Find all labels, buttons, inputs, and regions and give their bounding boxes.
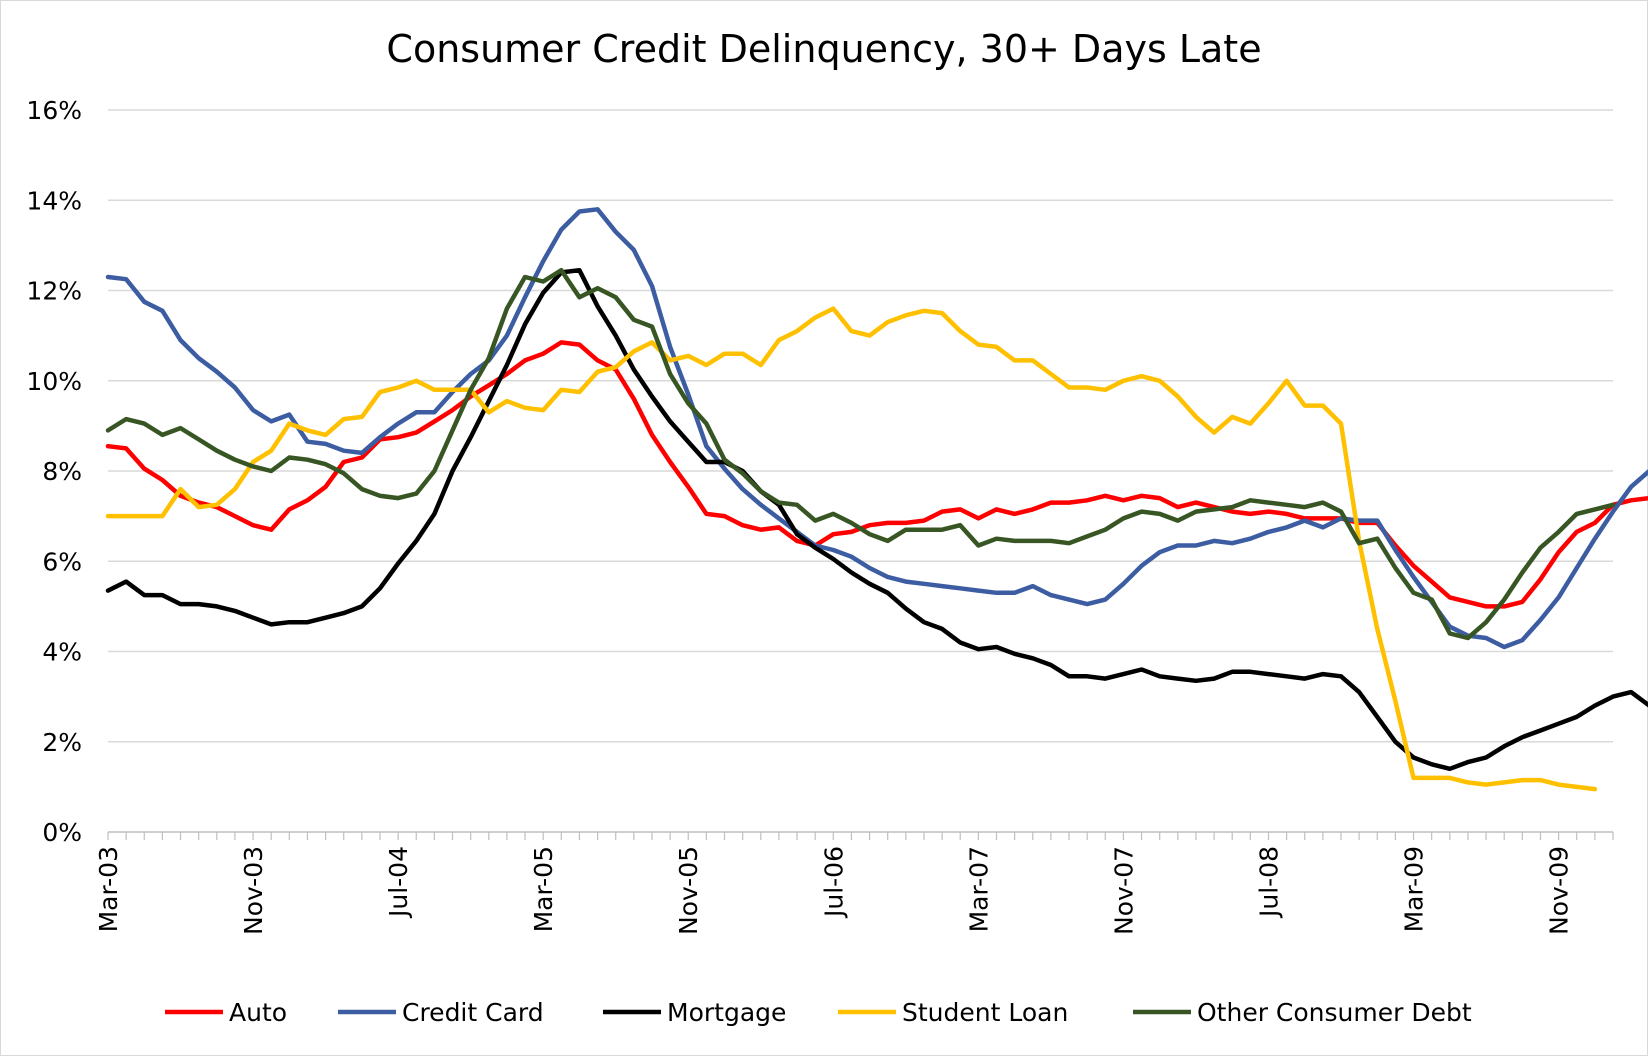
x-tick-label: Jul-06	[819, 846, 848, 919]
y-tick-label: 8%	[42, 457, 82, 486]
y-axis: 0% 2% 4% 6% 8% 10% 12% 14% 16%	[26, 96, 82, 847]
legend-label: Other Consumer Debt	[1197, 998, 1472, 1027]
y-tick-label: 6%	[42, 547, 82, 576]
x-tick-label: Nov-07	[1109, 846, 1138, 935]
x-axis: Mar-03 Nov-03 Jul-04 Mar-05 Nov-05 Jul-06 Mar-…	[94, 831, 1614, 935]
legend-label: Student Loan	[902, 998, 1068, 1027]
x-tick-label: Mar-03	[94, 846, 123, 932]
legend-label: Mortgage	[667, 998, 786, 1027]
x-tick-label: Nov-03	[239, 846, 268, 935]
x-tick-label: Jul-08	[1254, 846, 1283, 919]
y-tick-label: 4%	[42, 638, 82, 667]
x-tick-label: Jul-04	[384, 846, 413, 919]
y-tick-label: 2%	[42, 728, 82, 757]
chart-title: Consumer Credit Delinquency, 30+ Days La…	[386, 27, 1261, 71]
series-line-student-loan	[105, 306, 1598, 792]
x-tick-label: Mar-07	[964, 846, 993, 932]
series-line-credit-card	[105, 207, 1648, 650]
x-tick-label: Mar-09	[1400, 846, 1429, 932]
legend-label: Credit Card	[402, 998, 544, 1027]
gridlines	[108, 109, 1613, 743]
y-tick-label: 14%	[26, 186, 82, 215]
legend-label: Auto	[229, 998, 287, 1027]
series-line-other-consumer-debt	[105, 267, 1616, 641]
series-line-mortgage	[105, 267, 1648, 772]
y-tick-label: 16%	[26, 96, 82, 125]
series-lines	[105, 207, 1648, 792]
x-tick-label: Nov-05	[674, 846, 703, 935]
y-tick-label: 12%	[26, 277, 82, 306]
y-tick-label: 10%	[26, 367, 82, 396]
series-line-auto	[105, 340, 1648, 609]
x-tick-label: Mar-05	[529, 846, 558, 932]
x-tick-label: Nov-09	[1545, 846, 1574, 935]
legend: Auto Credit Card Mortgage Student Loan Other…	[165, 998, 1472, 1027]
y-tick-label: 0%	[42, 818, 82, 847]
